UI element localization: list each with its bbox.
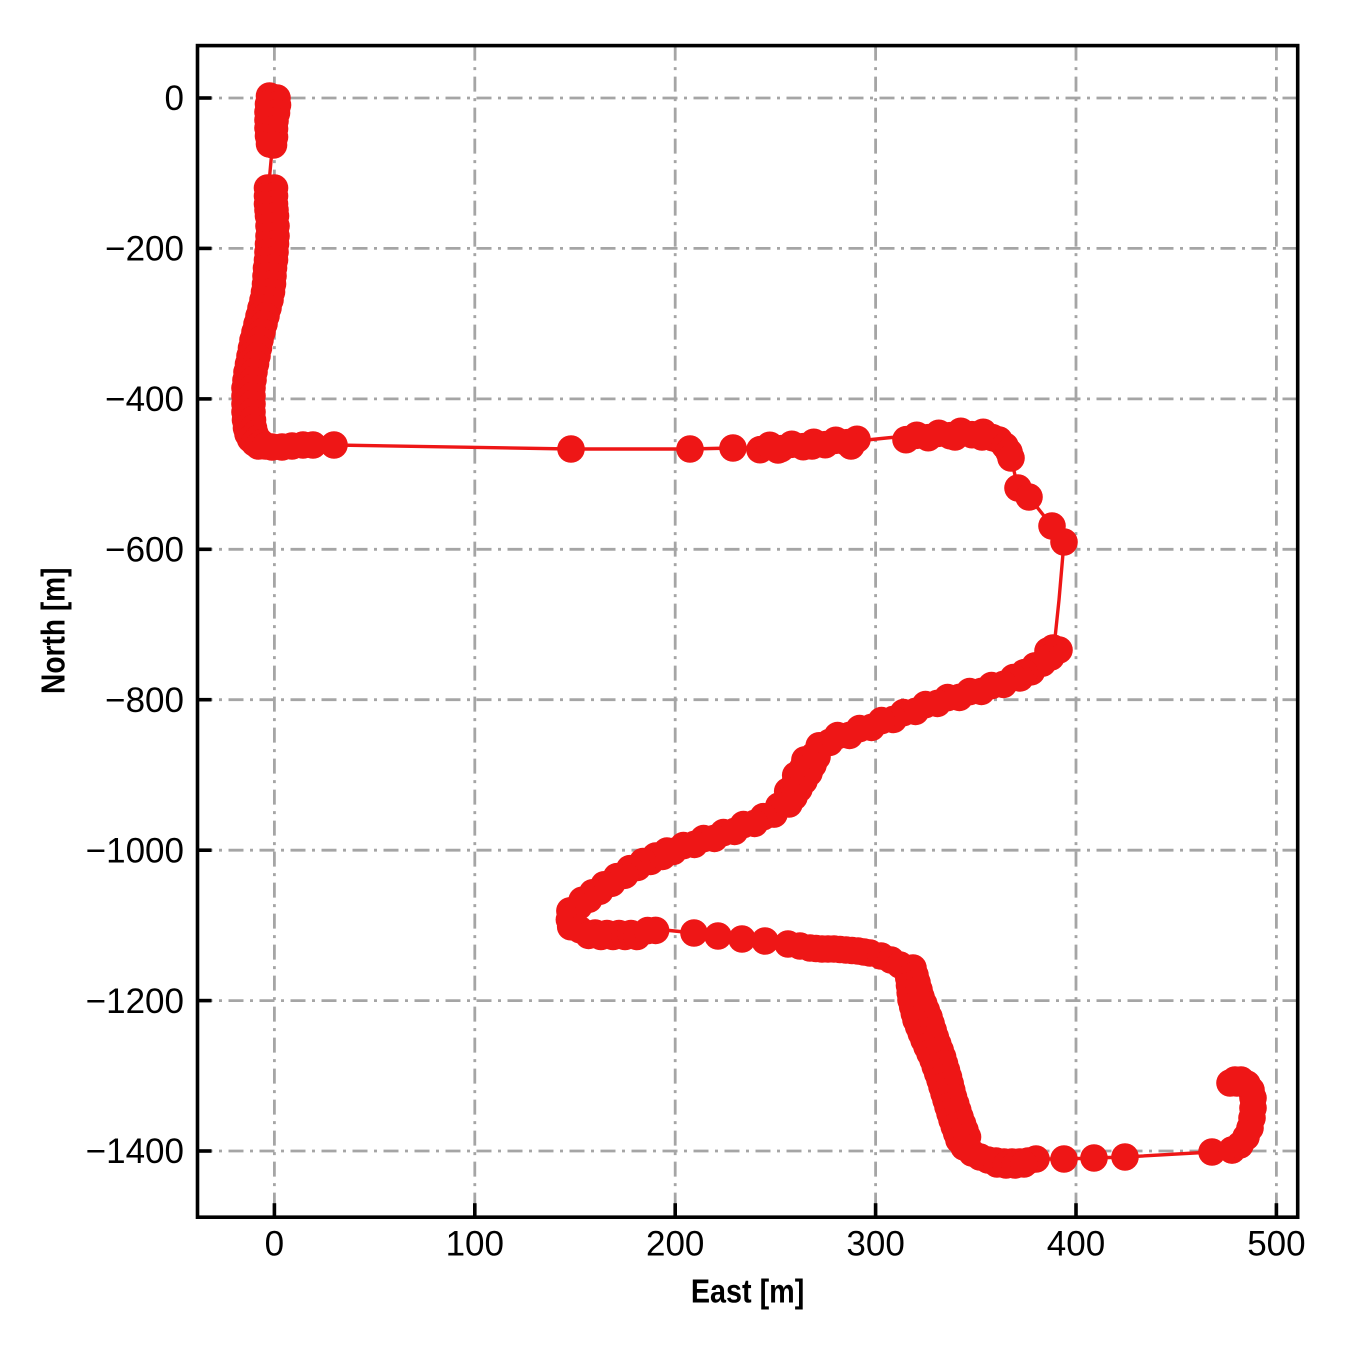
svg-text:100: 100 [446, 1225, 504, 1264]
svg-text:−600: −600 [105, 531, 184, 570]
svg-text:North [m]: North [m] [35, 567, 72, 694]
svg-text:500: 500 [1247, 1225, 1305, 1264]
svg-text:−1400: −1400 [86, 1132, 184, 1171]
svg-text:200: 200 [646, 1225, 704, 1264]
svg-text:−200: −200 [105, 230, 184, 269]
svg-text:0: 0 [165, 79, 184, 118]
svg-text:0: 0 [265, 1225, 284, 1264]
svg-text:−1000: −1000 [86, 831, 184, 870]
svg-text:400: 400 [1047, 1225, 1105, 1264]
svg-text:−1200: −1200 [86, 982, 184, 1021]
svg-text:East [m]: East [m] [691, 1272, 805, 1309]
svg-text:300: 300 [846, 1225, 904, 1264]
svg-text:−400: −400 [105, 380, 184, 419]
svg-text:−800: −800 [105, 681, 184, 720]
